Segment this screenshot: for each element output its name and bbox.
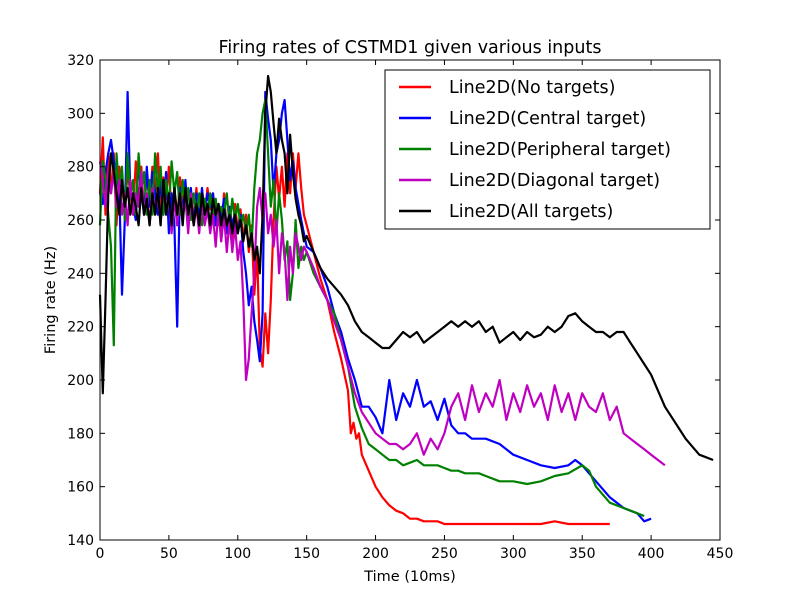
legend-label-5: Line2D(All targets) — [449, 202, 613, 222]
y-tick-label: 300 — [67, 106, 94, 122]
x-tick-label: 400 — [638, 546, 665, 562]
legend-label-1: Line2D(No targets) — [449, 78, 615, 98]
y-axis-label: Firing rate (Hz) — [43, 246, 59, 354]
y-tick-label: 220 — [67, 320, 94, 336]
legend-box — [384, 69, 711, 230]
x-tick-label: 50 — [160, 546, 178, 562]
x-tick-label: 200 — [362, 546, 389, 562]
legend-label-3: Line2D(Peripheral target) — [449, 140, 671, 160]
x-tick-label: 300 — [500, 546, 527, 562]
x-tick-label: 450 — [707, 546, 734, 562]
ticks-layer: 0 50 100 150 200 250 300 350 400 450 140 160 180 200 2… — [67, 53, 733, 562]
chart-title: Firing rates of CSTMD1 given various inp… — [219, 38, 602, 58]
series-line-3 — [98, 98, 645, 518]
y-tick-label: 280 — [67, 160, 94, 176]
y-tick-label: 320 — [67, 53, 94, 69]
x-tick-label: 150 — [293, 546, 320, 562]
x-tick-label: 250 — [431, 546, 458, 562]
plot-frame — [99, 59, 721, 541]
legend-label-2: Line2D(Central target) — [449, 109, 646, 129]
y-tick-label: 140 — [67, 533, 94, 549]
x-tick-label: 0 — [96, 546, 105, 562]
series-layer — [98, 74, 714, 526]
y-tick-label: 260 — [67, 213, 94, 229]
x-axis-label: Time (10ms) — [363, 569, 456, 585]
x-tick-label: 350 — [569, 546, 596, 562]
y-tick-label: 240 — [67, 266, 94, 282]
x-tick-label: 100 — [224, 546, 251, 562]
y-tick-label: 180 — [67, 426, 94, 442]
series-line-2 — [98, 90, 652, 523]
series-line-5 — [98, 74, 714, 462]
y-tick-label: 160 — [67, 480, 94, 496]
y-tick-label: 200 — [67, 373, 94, 389]
legend-label-4: Line2D(Diagonal target) — [449, 171, 660, 191]
legend: Line2D(No targets) Line2D(Central target)… — [384, 69, 711, 230]
